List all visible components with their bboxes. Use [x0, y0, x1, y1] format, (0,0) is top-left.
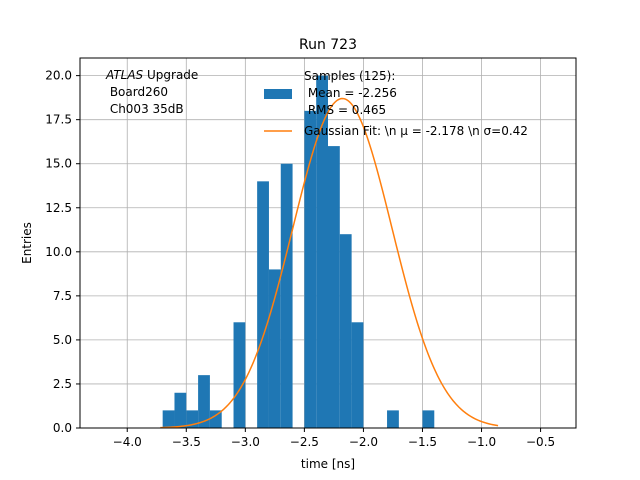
x-tick-label-2: −3.0 [231, 435, 260, 449]
y-tick-label-5: 12.5 [45, 201, 72, 215]
legend-samples-line-3: RMS = 0.465 [304, 103, 386, 117]
histogram-bar-16 [351, 322, 364, 428]
gaussian-fit-line [160, 97, 499, 429]
x-axis-ticks: −4.0 −3.5 −3.0 −2.5 −2.0 −1.5 −1.0 −0.5 [113, 428, 555, 449]
plot-frame [79, 57, 577, 429]
legend: Samples (125): Mean = -2.256 RMS = 0.465… [264, 69, 528, 138]
annotation: ATLAS Upgrade Board260 Ch003 35dB [105, 68, 198, 116]
y-tick-label-1: 2.5 [53, 377, 72, 391]
histogram-bar-14 [328, 146, 340, 428]
histogram-bar-9 [268, 269, 281, 428]
annotation-line-2: Board260 [106, 85, 168, 99]
histogram-bar-19 [387, 410, 399, 428]
histogram-bar-4 [209, 410, 222, 428]
y-tick-label-4: 10.0 [45, 245, 72, 259]
x-tick-label-0: −4.0 [113, 435, 142, 449]
x-tick-label-6: −1.0 [467, 435, 496, 449]
legend-samples-line-2: Mean = -2.256 [304, 86, 397, 100]
histogram-bar-1 [174, 392, 187, 428]
y-tick-label-0: 0.0 [53, 421, 72, 435]
y-tick-label-2: 5.0 [53, 333, 72, 347]
annotation-line-1: ATLAS Upgrade [105, 68, 198, 82]
legend-swatch-samples [264, 89, 292, 99]
x-tick-label-3: −2.5 [290, 435, 319, 449]
histogram-bar-2 [186, 410, 199, 428]
x-axis-label: time [ns] [301, 457, 355, 471]
histogram-bar-0 [162, 410, 175, 428]
histogram-bar-12 [304, 110, 317, 428]
annotation-experiment-suffix: Upgrade [143, 68, 198, 82]
x-tick-label-1: −3.5 [172, 435, 201, 449]
histogram-bar-13 [316, 75, 328, 428]
histogram-bar-3 [198, 375, 210, 428]
annotation-line-3: Ch003 35dB [106, 102, 184, 116]
histogram-bar-10 [280, 163, 293, 428]
x-tick-label-5: −1.5 [408, 435, 437, 449]
y-axis-label: Entries [20, 222, 34, 264]
y-tick-label-3: 7.5 [53, 289, 72, 303]
annotation-experiment: ATLAS [105, 68, 144, 82]
y-tick-label-6: 15.0 [45, 157, 72, 171]
histogram-bar-22 [422, 410, 435, 428]
y-tick-label-7: 17.5 [45, 113, 72, 127]
y-axis-ticks: 0.0 2.5 5.0 7.5 10.0 12.5 15.0 17.5 20.0 [45, 69, 80, 435]
histogram-bars [162, 75, 435, 428]
legend-samples-line-1: Samples (125): [304, 69, 395, 83]
chart-title: Run 723 [299, 37, 357, 53]
y-tick-label-8: 20.0 [45, 69, 72, 83]
x-tick-label-7: −0.5 [526, 435, 555, 449]
x-tick-label-4: −2.0 [349, 435, 378, 449]
histogram-bar-8 [257, 181, 269, 428]
legend-fit-label: Gaussian Fit: \n μ = -2.178 \n σ=0.42 [304, 124, 528, 138]
histogram-bar-15 [339, 234, 352, 428]
histogram-bar-6 [233, 322, 246, 428]
